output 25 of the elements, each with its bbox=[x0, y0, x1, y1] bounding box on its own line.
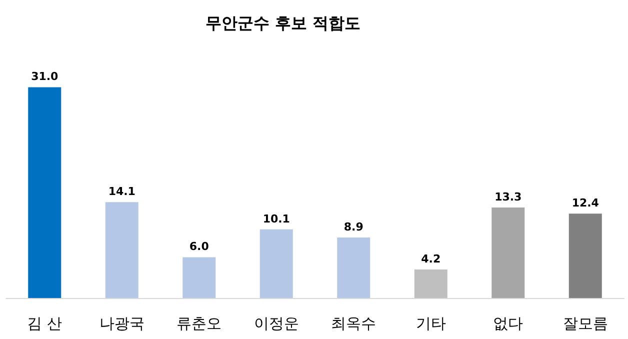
data-label: 8.9 bbox=[344, 220, 364, 234]
bar bbox=[568, 214, 602, 298]
data-label: 10.1 bbox=[262, 212, 290, 226]
bar bbox=[182, 257, 216, 298]
data-label: 14.1 bbox=[108, 185, 136, 198]
x-tick-label: 이정운 bbox=[254, 314, 299, 332]
bar bbox=[414, 269, 448, 298]
bar bbox=[28, 87, 62, 298]
bar bbox=[492, 208, 525, 298]
data-label: 31.0 bbox=[31, 70, 59, 84]
data-label: 4.2 bbox=[421, 252, 441, 266]
data-label: 6.0 bbox=[189, 240, 210, 254]
bar bbox=[337, 237, 370, 298]
x-tick-label: 나광국 bbox=[99, 314, 144, 332]
x-tick-label: 최옥수 bbox=[331, 314, 376, 332]
data-label: 13.3 bbox=[494, 190, 522, 204]
x-tick-label: 김 산 bbox=[27, 314, 62, 332]
x-tick-label: 류춘오 bbox=[176, 314, 222, 332]
chart-title: 무안군수 후보 적합도 bbox=[205, 14, 361, 32]
data-label: 12.4 bbox=[572, 196, 600, 210]
x-tick-label: 기타 bbox=[416, 314, 446, 332]
bar bbox=[105, 202, 138, 298]
x-tick-label: 잘모름 bbox=[562, 314, 608, 332]
bar bbox=[260, 229, 293, 298]
x-tick-label: 없다 bbox=[493, 314, 524, 332]
